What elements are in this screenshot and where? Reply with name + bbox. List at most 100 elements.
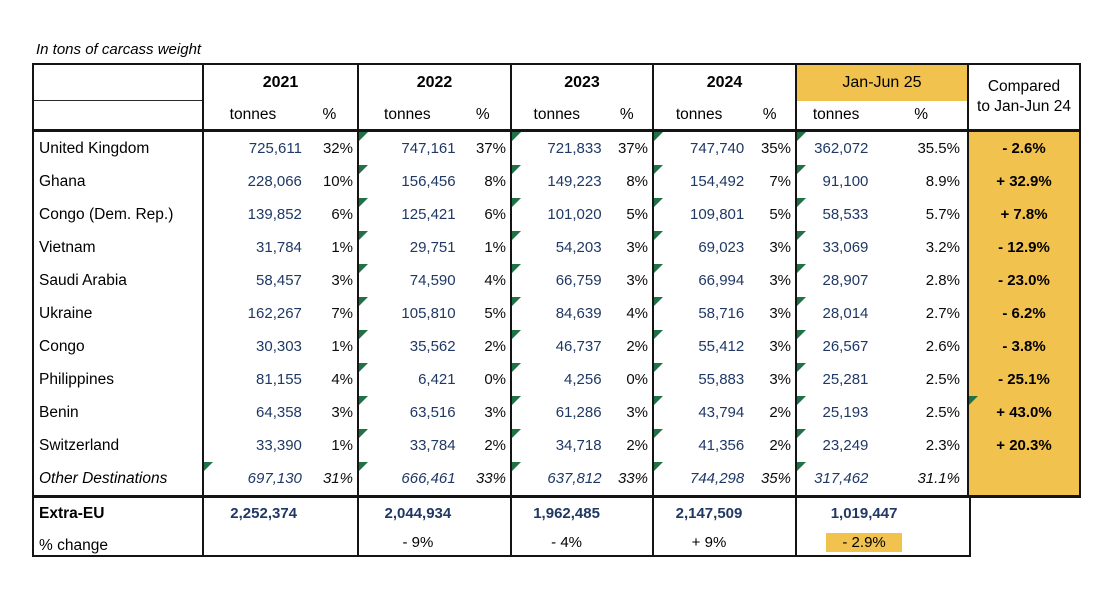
year-data-cell: 125,421 6%: [359, 198, 512, 231]
pct-value: 0%: [626, 371, 648, 388]
pct-value: 3%: [769, 272, 791, 289]
flag-triangle-icon: [359, 297, 368, 306]
pct-value: 1%: [484, 239, 506, 256]
row-label: Congo (Dem. Rep.): [34, 198, 204, 231]
row-label: Saudi Arabia: [34, 264, 204, 297]
flag-triangle-icon: [654, 429, 663, 438]
year-data-cell: 6,421 0%: [359, 363, 512, 396]
tonnes-value: 30,303: [256, 338, 302, 355]
tonnes-value: 721,833: [547, 140, 602, 157]
year-data-cell: 697,130 31%: [204, 462, 359, 495]
row-label: Philippines: [34, 363, 204, 396]
tonnes-value: 25,281: [822, 371, 869, 388]
tonnes-value: 64,358: [256, 404, 302, 421]
year-data-cell: 91,100 8.9%: [797, 165, 969, 198]
header-subrow: tonnes%: [654, 101, 795, 129]
header-year-cell: 2024 tonnes%: [654, 65, 797, 129]
year-data-cell: 105,810 5%: [359, 297, 512, 330]
row-label: Switzerland: [34, 429, 204, 462]
tonnes-value: 362,072: [814, 140, 869, 157]
tonnes-value: 156,456: [401, 173, 456, 190]
pct-value: 5%: [769, 206, 791, 223]
pct-value: 35%: [760, 140, 791, 157]
pct-value: 5%: [484, 305, 506, 322]
pct-value: 2%: [626, 338, 648, 355]
tonnes-value: 61,286: [555, 404, 602, 421]
tonnes-value: 74,590: [409, 272, 456, 289]
flag-triangle-icon: [512, 297, 521, 306]
year-data-cell: 74,590 4%: [359, 264, 512, 297]
row-label: Other Destinations: [34, 462, 204, 495]
pct-value: 5%: [626, 206, 648, 223]
compared-value: + 43.0%: [996, 404, 1052, 421]
flag-triangle-icon: [654, 132, 663, 141]
tonnes-value: 46,737: [555, 338, 602, 355]
tonnes-value: 55,412: [698, 338, 745, 355]
tonnes-value: 31,784: [256, 239, 302, 256]
extra-eu-row: Extra-EU 2,252,374 2,044,934 1,962,485 2,147…: [34, 498, 969, 529]
year-data-cell: 64,358 3%: [204, 396, 359, 429]
pct-value: 2.5%: [925, 404, 960, 421]
header-subrow: tonnes%: [359, 101, 510, 129]
compared-value-cell: - 2.6%: [969, 132, 1079, 165]
table-row: Congo 30,303 1% 35,562 2% 46,737 2% 55,412 3% 26,…: [34, 330, 1079, 363]
change-cell: [204, 529, 359, 555]
tonnes-value: 23,249: [822, 437, 869, 454]
table-header-row: 2021 tonnes% 2022 tonnes% 2023 tonnes% 2024 ton…: [34, 65, 1079, 132]
pct-value: 31%: [322, 470, 353, 487]
year-data-cell: 25,193 2.5%: [797, 396, 969, 429]
compared-value: - 12.9%: [998, 239, 1050, 256]
extra-eu-label: Extra-EU: [34, 498, 204, 529]
year-data-cell: 35,562 2%: [359, 330, 512, 363]
flag-triangle-icon: [204, 462, 213, 471]
year-data-cell: 26,567 2.6%: [797, 330, 969, 363]
header-subrow: tonnes%: [512, 101, 652, 129]
compared-value: + 32.9%: [996, 173, 1052, 190]
table-row: Switzerland 33,390 1% 33,784 2% 34,718 2% 41,35…: [34, 429, 1079, 462]
header-blank-cell: [34, 65, 204, 129]
tonnes-header-label: tonnes: [533, 106, 581, 123]
header-blank-top: [34, 65, 202, 101]
pct-value: 2%: [484, 338, 506, 355]
tonnes-value: 26,567: [822, 338, 869, 355]
tonnes-value: 228,066: [247, 173, 302, 190]
tonnes-value: 91,100: [822, 173, 869, 190]
header-subrow: tonnes%: [797, 101, 967, 129]
change-value-wrap: - 4%: [512, 534, 621, 551]
year-data-cell: 55,883 3%: [654, 363, 797, 396]
year-data-cell: 747,740 35%: [654, 132, 797, 165]
pct-value: 3%: [626, 404, 648, 421]
compared-value: - 25.1%: [998, 371, 1050, 388]
flag-triangle-icon: [359, 330, 368, 339]
total-cell: 1,019,447: [797, 498, 969, 529]
change-value: - 9%: [402, 533, 434, 551]
compared-value-cell: + 43.0%: [969, 396, 1079, 429]
flag-triangle-icon: [359, 231, 368, 240]
pct-value: 3%: [769, 239, 791, 256]
tonnes-value: 666,461: [401, 470, 456, 487]
tonnes-header-label: tonnes: [229, 106, 277, 123]
tonnes-value: 162,267: [247, 305, 302, 322]
flag-triangle-icon: [654, 264, 663, 273]
year-data-cell: 81,155 4%: [204, 363, 359, 396]
compared-value: - 2.6%: [1002, 140, 1046, 157]
table-row: Saudi Arabia 58,457 3% 74,590 4% 66,759 3% 66,9…: [34, 264, 1079, 297]
pct-value: 3.2%: [925, 239, 960, 256]
pct-value: 8.9%: [925, 173, 960, 190]
tonnes-header-label: tonnes: [812, 106, 860, 123]
flag-triangle-icon: [969, 396, 978, 405]
compared-value: - 3.8%: [1002, 338, 1046, 355]
pct-value: 3%: [626, 239, 648, 256]
tonnes-value: 33,784: [409, 437, 456, 454]
row-label: Ukraine: [34, 297, 204, 330]
tonnes-value: 81,155: [256, 371, 302, 388]
tonnes-value: 63,516: [409, 404, 456, 421]
pct-value: 7%: [769, 173, 791, 190]
year-data-cell: 46,737 2%: [512, 330, 654, 363]
flag-triangle-icon: [512, 462, 521, 471]
flag-triangle-icon: [359, 396, 368, 405]
year-label: 2021: [262, 74, 299, 91]
flag-triangle-icon: [654, 396, 663, 405]
change-value-wrap: + 9%: [654, 534, 764, 551]
pct-value: 1%: [331, 437, 353, 454]
